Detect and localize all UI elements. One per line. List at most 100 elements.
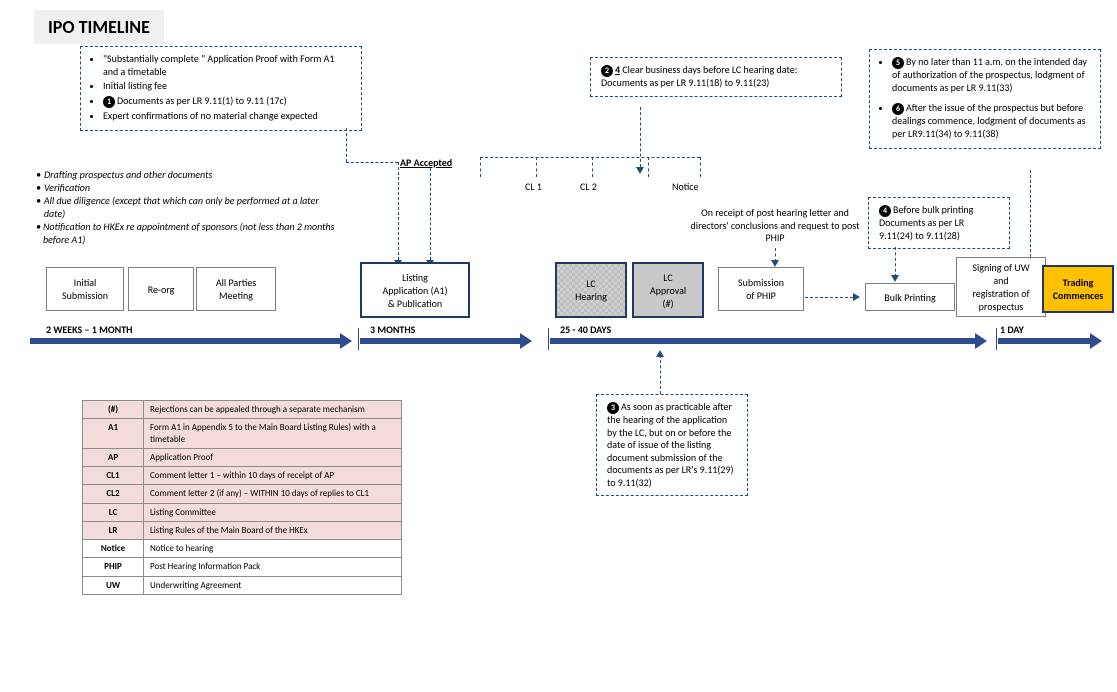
stage-submission-phip: Submission of PHIP — [718, 267, 804, 311]
stage-reorg: Re-org — [128, 267, 194, 311]
stage-trading-commences: Trading Commences — [1042, 265, 1114, 313]
legend-row: UWUnderwriting Agreement — [83, 576, 402, 594]
stage-listing-application: Listing Application (A1) & Publication — [360, 262, 470, 318]
timeline-arrow — [360, 338, 520, 344]
note-box-topleft-item: Initial listing fee — [103, 80, 351, 93]
pre-a1-item: Drafting prospectus and other documents — [44, 168, 212, 181]
cl2-label: CL 2 — [580, 180, 597, 193]
legend-key: (#) — [83, 401, 144, 419]
legend-key: LR — [83, 521, 144, 539]
connector-line — [648, 157, 649, 177]
connector-line — [398, 162, 399, 260]
legend-table: (#)Rejections can be appealed through a … — [82, 400, 402, 595]
legend-value: Listing Rules of the Main Board of the H… — [144, 521, 402, 539]
connector-line — [895, 247, 896, 277]
pre-a1-activities: •Drafting prospectus and other documents… — [36, 168, 336, 246]
legend-value: Form A1 in Appendix 5 to the Main Board … — [144, 419, 402, 449]
arrow-right-icon — [853, 293, 860, 301]
note-box-topleft-list: "Substantially complete " Application Pr… — [103, 53, 351, 122]
note-text: By no later than 11 a.m. on the intended… — [892, 55, 1087, 94]
legend-key: AP — [83, 448, 144, 466]
connector-line — [346, 128, 347, 162]
note-box-bottom-mid: 3As soon as practicable after the hearin… — [596, 394, 748, 496]
note-text: Before bulk printing Documents as per LR… — [879, 203, 973, 242]
note-box-before-bulk: 4Before bulk printing Documents as per L… — [868, 197, 1010, 249]
page-title: IPO TIMELINE — [34, 10, 164, 44]
note-text: As soon as practicable after the hearing… — [607, 400, 734, 489]
ap-accepted-label: AP Accepted — [400, 156, 452, 169]
connector-line — [536, 157, 537, 177]
note-text: Documents as per LR 9.11(1) to 9.11 (17c… — [117, 94, 287, 107]
legend-key: UW — [83, 576, 144, 594]
legend-value: Comment letter 1 – within 10 days of rec… — [144, 467, 402, 485]
legend-value: Comment letter 2 (if any) – WITHIN 10 da… — [144, 485, 402, 503]
connector-line — [660, 355, 661, 394]
legend-value: Notice to hearing — [144, 540, 402, 558]
legend-row: APApplication Proof — [83, 448, 402, 466]
note-box-topright: 5By no later than 11 a.m. on the intende… — [869, 49, 1101, 149]
pre-a1-item: All due diligence (except that which can… — [44, 194, 336, 220]
legend-value: Listing Committee — [144, 503, 402, 521]
legend-value: Application Proof — [144, 448, 402, 466]
arrow-down-icon — [891, 275, 899, 282]
note-text: Clear business days before LC hearing da… — [601, 63, 797, 89]
note-box-topleft-item: 1Documents as per LR 9.11(1) to 9.11 (17… — [103, 95, 351, 108]
pre-a1-item: Verification — [44, 181, 90, 194]
phase-label-4: 1 DAY — [1000, 323, 1024, 336]
stage-bulk-printing: Bulk Printing — [865, 283, 955, 311]
note-box-topright-item: 6After the issue of the prospectus but b… — [892, 102, 1090, 140]
arrow-down-icon — [636, 167, 644, 174]
legend-value: Underwriting Agreement — [144, 576, 402, 594]
timeline-arrow — [30, 338, 340, 344]
legend-value: Post Hearing Information Pack — [144, 558, 402, 576]
arrow-down-icon — [771, 260, 779, 267]
connector-line — [805, 297, 853, 298]
note-box-topmid: 24 Clear business days before LC hearing… — [590, 57, 842, 97]
note-text: After the issue of the prospectus but be… — [892, 101, 1086, 140]
legend-key: LC — [83, 503, 144, 521]
connector-line — [1030, 170, 1031, 262]
circled-number-icon: 1 — [103, 96, 115, 108]
timeline-arrow — [550, 338, 975, 344]
legend-row: CL2Comment letter 2 (if any) – WITHIN 10… — [83, 485, 402, 503]
connector-line — [592, 157, 593, 177]
post-hearing-text: On receipt of post hearing letter and di… — [690, 207, 860, 245]
legend-row: A1Form A1 in Appendix 5 to the Main Boar… — [83, 419, 402, 449]
ipo-timeline-diagram: IPO TIMELINE "Substantially complete " A… — [0, 0, 1117, 692]
note-box-topleft-item: "Substantially complete " Application Pr… — [103, 53, 351, 78]
legend-key: CL1 — [83, 467, 144, 485]
legend-row: NoticeNotice to hearing — [83, 540, 402, 558]
phase-label-2: 3 MONTHS — [370, 323, 415, 336]
legend-key: CL2 — [83, 485, 144, 503]
stage-lc-approval: LC Approval (#) — [632, 262, 704, 318]
timeline-arrow — [998, 338, 1090, 344]
legend-row: LCListing Committee — [83, 503, 402, 521]
phase-label-1: 2 WEEKS – 1 MONTH — [46, 323, 132, 336]
legend-key: A1 — [83, 419, 144, 449]
legend-key: Notice — [83, 540, 144, 558]
legend-row: (#)Rejections can be appealed through a … — [83, 401, 402, 419]
pre-a1-item: Notification to HKEx re appointment of s… — [43, 220, 336, 246]
stage-initial-submission: Initial Submission — [46, 267, 124, 311]
legend-row: CL1Comment letter 1 – within 10 days of … — [83, 467, 402, 485]
connector-line — [346, 162, 398, 163]
phase-divider — [996, 328, 997, 350]
note-box-topleft-item: Expert confirmations of no material chan… — [103, 110, 351, 123]
cl1-label: CL 1 — [525, 180, 542, 193]
legend-row: PHIPPost Hearing Information Pack — [83, 558, 402, 576]
connector-line — [700, 157, 701, 177]
notice-label: Notice — [672, 180, 699, 193]
legend-value: Rejections can be appealed through a sep… — [144, 401, 402, 419]
phase-divider — [358, 328, 359, 350]
stage-all-parties: All Parties Meeting — [196, 267, 276, 311]
connector-line — [430, 168, 431, 260]
note-box-topleft: "Substantially complete " Application Pr… — [80, 46, 362, 131]
connector-line — [640, 107, 641, 167]
arrow-up-icon — [656, 350, 664, 357]
legend-key: PHIP — [83, 558, 144, 576]
stage-lc-hearing: LC Hearing — [555, 262, 627, 318]
phase-label-3: 25 - 40 DAYS — [560, 323, 611, 336]
connector-line — [480, 157, 481, 177]
legend-row: LRListing Rules of the Main Board of the… — [83, 521, 402, 539]
stage-signing-uw: Signing of UW and registration of prospe… — [956, 257, 1046, 317]
